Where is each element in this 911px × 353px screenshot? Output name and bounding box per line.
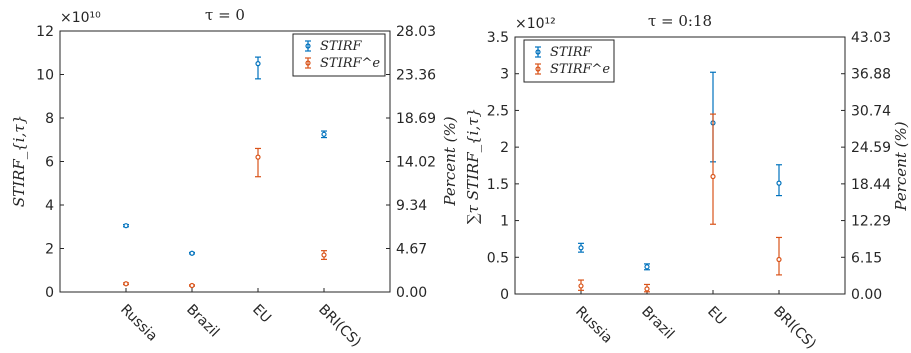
left-x-ticks: Russia Brazil EU BRI(CS) [117, 288, 364, 350]
left-y-tick-label: 2 [45, 242, 54, 258]
right-y2-tick-label: 43.03 [851, 30, 891, 46]
right-y2-tick-label: 6.15 [851, 250, 882, 266]
right-panel: 0 0.5 1 1.5 2 2.5 3 3.5 0.00 6.15 12.29 18.44 24.59… [464, 12, 910, 352]
right-errorbar-point [776, 236, 782, 276]
left-legend-label-stirfe: STIRF^e [320, 56, 380, 71]
right-data-point [776, 180, 782, 186]
right-y2-tick-label: 0.00 [851, 287, 882, 303]
right-x-ticks: Russia Brazil EU BRI(CS) [572, 290, 819, 352]
left-legend-entry-stirfe: STIRF^e [305, 56, 380, 71]
left-x-tick-label: BRI(CS) [315, 302, 364, 351]
right-y-tick-label: 1 [500, 214, 509, 230]
right-legend: STIRF STIRF^e [523, 39, 615, 83]
right-x-tick-label: EU [704, 304, 729, 329]
left-legend: STIRF STIRF^e [292, 33, 386, 77]
left-errorbar-point [189, 250, 195, 256]
right-x-tick-label: BRI(CS) [770, 304, 819, 353]
right-errorbar-point [776, 164, 782, 197]
left-errorbar-point [321, 130, 327, 139]
right-plot-frame [514, 36, 846, 295]
left-data-point [189, 282, 195, 289]
right-errorbar-point [578, 242, 584, 253]
left-y2-tick-label: 9.34 [396, 198, 427, 214]
left-errorbar-point [321, 250, 327, 260]
right-x-tick-label: Russia [572, 304, 615, 347]
right-y-tick-label: 3.5 [487, 30, 509, 46]
left-data-point [321, 131, 327, 137]
left-data-point [321, 252, 327, 258]
right-y2-tick-label: 36.88 [851, 67, 891, 83]
right-y2-axis-label: Percent (%) [892, 121, 910, 211]
left-y-tick-label: 8 [45, 111, 54, 127]
right-legend-entry-stirf: STIRF [535, 45, 593, 60]
left-y2-tick-label: 28.03 [396, 24, 436, 40]
right-y2-tick-label: 30.74 [851, 103, 891, 119]
left-y-tick-label: 0 [45, 285, 54, 301]
right-y-axis-label: ∑τ STIRF_{i,τ} [464, 108, 482, 224]
left-y-axis-label: STIRF_{i,τ} [10, 115, 28, 207]
right-data-point [644, 264, 650, 270]
right-data-point [710, 173, 716, 180]
left-y-tick-label: 6 [45, 155, 54, 171]
left-legend-entry-stirf: STIRF [305, 39, 363, 54]
left-data-point [255, 154, 261, 160]
right-y-tick-label: 3 [500, 67, 509, 83]
left-errorbar-point [255, 147, 261, 178]
right-y-tick-label: 0 [500, 287, 509, 303]
left-y2-tick-label: 18.69 [396, 111, 436, 127]
left-data-point [255, 61, 261, 67]
right-legend-label-stirf: STIRF [550, 45, 593, 60]
right-chart-title: τ = 0:18 [648, 12, 712, 30]
left-errorbar-point [189, 282, 195, 289]
left-x-tick-label: EU [249, 302, 274, 327]
right-y-tick-label: 2.5 [487, 103, 509, 119]
right-data-point [578, 245, 584, 251]
left-y-tick-label: 10 [36, 68, 54, 84]
left-panel: 0 2 4 6 8 10 12 0.00 4.67 9.34 14.02 18.69 23.36 28.… [10, 6, 459, 350]
left-x-tick-label: Russia [117, 302, 160, 345]
left-y2-tick-label: 0.00 [396, 285, 427, 301]
right-data-point [578, 283, 584, 289]
right-errorbar-point [644, 283, 650, 293]
right-data-point [776, 256, 782, 263]
left-x-tick-label: Brazil [183, 302, 222, 341]
right-y-tick-label: 0.5 [487, 250, 509, 266]
right-errorbar-point [710, 113, 716, 225]
left-marks [123, 56, 327, 289]
right-x-tick-label: Brazil [638, 304, 677, 343]
left-errorbar-point [123, 223, 129, 229]
left-exponent-label: ×10¹⁰ [60, 10, 101, 26]
left-y-tick-label: 12 [36, 24, 54, 40]
left-y2-tick-label: 4.67 [396, 242, 427, 258]
right-y2-tick-label: 12.29 [851, 214, 891, 230]
left-errorbar-point [123, 281, 129, 287]
right-y-ticks: 0 0.5 1 1.5 2 2.5 3 3.5 [487, 30, 519, 303]
right-y-tick-label: 1.5 [487, 177, 509, 193]
left-y2-axis-label: Percent (%) [441, 116, 459, 206]
left-y2-tick-label: 14.02 [396, 155, 436, 171]
left-errorbar-point [255, 56, 261, 80]
left-legend-label-stirf: STIRF [320, 39, 363, 54]
right-legend-entry-stirfe: STIRF^e [535, 62, 610, 77]
right-y2-ticks: 0.00 6.15 12.29 18.44 24.59 30.74 36.88 43.03 [841, 30, 891, 303]
right-errorbar-point [578, 279, 584, 291]
right-marks [578, 71, 782, 293]
right-legend-label-stirfe: STIRF^e [550, 62, 610, 77]
left-data-point [123, 223, 129, 229]
left-y2-ticks: 0.00 4.67 9.34 14.02 18.69 23.36 28.03 [386, 24, 436, 301]
left-y2-tick-label: 23.36 [396, 68, 436, 84]
right-errorbar-point [644, 263, 650, 271]
left-y-ticks: 0 2 4 6 8 10 12 [36, 24, 64, 301]
right-y2-tick-label: 18.44 [851, 177, 891, 193]
right-data-point [644, 286, 650, 292]
right-y-tick-label: 2 [500, 140, 509, 156]
right-exponent-label: ×10¹² [515, 16, 556, 32]
left-data-point [123, 281, 129, 287]
left-data-point [189, 250, 195, 256]
right-y2-tick-label: 24.59 [851, 140, 891, 156]
left-chart-title: τ = 0 [205, 6, 245, 24]
left-y-tick-label: 4 [45, 198, 54, 214]
